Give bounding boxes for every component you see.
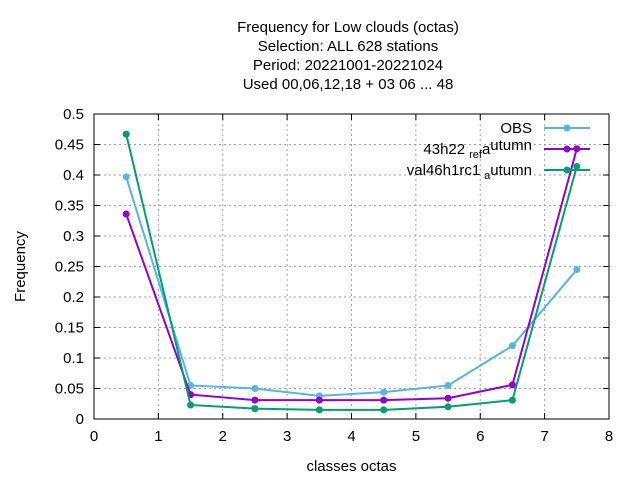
- y-tick-label: 0.1: [63, 350, 84, 367]
- legend-subscript: ref: [469, 149, 483, 161]
- legend-name: val46h1rc1: [407, 162, 480, 179]
- data-point: [122, 210, 130, 218]
- series-line: [125, 148, 578, 402]
- legend-name-tail: utumn: [490, 137, 532, 154]
- data-point: [380, 388, 388, 396]
- data-point: [444, 394, 452, 402]
- title-line: Selection: ALL 628 stations: [258, 38, 438, 55]
- title-line: Period: 20221001-20221024: [253, 57, 443, 74]
- y-tick-label: 0.4: [63, 167, 84, 184]
- y-tick-label: 0.25: [55, 259, 84, 276]
- x-tick-label: 3: [283, 428, 291, 445]
- legend-name-tail: utumn: [490, 162, 532, 179]
- y-tick-label: 0.35: [55, 198, 84, 215]
- data-point: [122, 130, 130, 138]
- title-line: Frequency for Low clouds (octas): [237, 19, 459, 36]
- legend-marker: [563, 166, 571, 174]
- x-tick-label: 5: [412, 428, 420, 445]
- chart-title: Frequency for Low clouds (octas) Selectio…: [237, 19, 459, 93]
- y-tick-label: 0.2: [63, 289, 84, 306]
- x-tick-label: 1: [154, 428, 162, 445]
- data-point: [187, 401, 195, 409]
- data-point: [444, 381, 452, 389]
- y-tick-label: 0.45: [55, 137, 84, 154]
- x-tick-label: 8: [605, 428, 613, 445]
- y-tick-label: 0.05: [55, 381, 84, 398]
- data-point: [251, 405, 259, 413]
- title-line: Used 00,06,12,18 + 03 06 ... 48: [243, 76, 454, 93]
- data-point: [380, 396, 388, 404]
- legend-marker: [563, 124, 571, 132]
- x-tick-label: 2: [219, 428, 227, 445]
- y-tick-label: 0.15: [55, 320, 84, 337]
- axis-ticks: 0 1 2 3 4 5 6 7 8 0 0.05 0.1 0.15 0.2 0.25 0.3 0.35 0.4 0.…: [55, 106, 613, 445]
- series-line: [125, 176, 578, 397]
- series-line: [125, 133, 578, 411]
- legend-marker: [563, 145, 571, 153]
- data-point: [573, 162, 581, 170]
- y-tick-label: 0.3: [63, 228, 84, 245]
- x-tick-label: 4: [347, 428, 355, 445]
- legend-entry-label: 43h22 refautumn: [423, 137, 532, 161]
- x-tick-label: 0: [90, 428, 98, 445]
- data-point: [315, 396, 323, 404]
- y-tick-label: 0.5: [63, 106, 84, 123]
- data-point: [380, 406, 388, 414]
- plot-border: [93, 113, 610, 420]
- data-point: [508, 396, 516, 404]
- y-axis-label: Frequency: [12, 231, 29, 302]
- x-axis-label: classes octas: [306, 458, 396, 475]
- x-tick-label: 7: [540, 428, 548, 445]
- legend-entry-label: val46h1rc1 autumn: [407, 162, 532, 182]
- legend-name: 43h22: [423, 141, 465, 158]
- data-point: [508, 381, 516, 389]
- legend-entry-label: OBS: [500, 120, 532, 137]
- series-lines: [122, 130, 581, 414]
- legend-name: OBS: [500, 120, 532, 137]
- data-point: [444, 403, 452, 411]
- grid-lines: [94, 114, 609, 419]
- legend-subscript: a: [484, 170, 491, 182]
- data-point: [573, 266, 581, 274]
- data-point: [251, 396, 259, 404]
- legend-name-part: a: [482, 141, 491, 158]
- data-point: [508, 342, 516, 350]
- data-point: [315, 406, 323, 414]
- data-point: [122, 173, 130, 181]
- x-tick-label: 6: [476, 428, 484, 445]
- y-tick-label: 0: [76, 411, 84, 428]
- data-point: [251, 385, 259, 392]
